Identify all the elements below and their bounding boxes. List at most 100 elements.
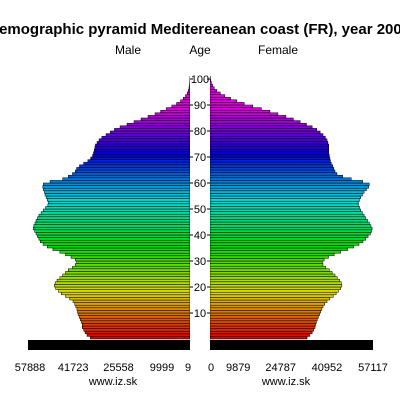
male-bar: [96, 141, 191, 145]
male-bar: [75, 263, 191, 267]
male-bar: [38, 213, 191, 218]
male-bar: [72, 172, 191, 176]
male-bar: [92, 154, 191, 158]
male-bar: [95, 143, 191, 147]
male-bar: [183, 96, 191, 101]
female-bar: [209, 229, 372, 233]
male-bar: [49, 180, 191, 184]
age-tick-label: 40: [194, 230, 206, 242]
male-bar: [171, 104, 191, 108]
female-bar: [209, 172, 338, 176]
male-bar: [43, 182, 191, 186]
female-bar: [209, 315, 319, 319]
female-bar: [209, 320, 317, 324]
female-bar: [209, 96, 231, 101]
female-bar: [209, 291, 337, 296]
male-bar: [76, 167, 191, 171]
female-bar: [209, 239, 364, 244]
male-bar: [47, 203, 191, 207]
male-bar: [72, 299, 191, 303]
chart-title: demographic pyramid Meditereanean coast …: [0, 21, 400, 38]
male-bar: [61, 291, 191, 296]
female-bar: [209, 245, 355, 249]
female-bar: [209, 190, 365, 194]
female-bar: [209, 289, 339, 293]
female-bar: [209, 78, 211, 82]
female-bar: [209, 138, 328, 142]
male-bar: [80, 317, 191, 322]
male-bar: [62, 273, 191, 277]
female-bar: [209, 284, 343, 288]
female-bar: [209, 128, 317, 132]
male-bar: [59, 276, 191, 280]
age-tick-label: 70: [194, 152, 206, 164]
male-bar: [165, 107, 191, 111]
female-bar: [209, 91, 221, 95]
female-bar: [209, 310, 321, 314]
female-bar: [209, 260, 323, 264]
male-bar: [79, 164, 191, 168]
female-bar: [209, 148, 329, 153]
male-bar: [40, 239, 191, 244]
male-bar: [75, 169, 191, 173]
female-bar: [209, 203, 359, 207]
male-bar: [52, 247, 191, 251]
female-bar: [209, 206, 360, 210]
age-tick-label: 50: [194, 204, 206, 216]
male-bar: [133, 120, 191, 124]
x-tick-labels: 57888 41723 25558 9999 9 0 9879 24787 40952 57117: [15, 362, 388, 374]
female-bar: [209, 187, 367, 192]
male-bar: [81, 320, 191, 324]
male-bar: [76, 260, 191, 264]
male-bar: [47, 245, 191, 249]
male-bar: [126, 122, 191, 127]
female-bar: [209, 250, 341, 254]
female-bar: [209, 81, 212, 85]
male-bar: [105, 133, 191, 137]
female-bar: [209, 102, 245, 106]
male-bar: [74, 302, 191, 306]
female-bar: [209, 122, 307, 127]
age-tick-label: 30: [194, 256, 206, 268]
female-bar: [209, 299, 328, 303]
female-bar: [209, 174, 343, 179]
male-bar: [86, 333, 191, 337]
female-bar: [209, 117, 294, 121]
male-header: Male: [115, 43, 141, 57]
female-bar: [209, 286, 341, 290]
age-tick-label: 60: [194, 178, 206, 190]
male-bar: [43, 187, 191, 192]
male-bar: [38, 237, 191, 241]
female-bar: [209, 281, 342, 285]
male-bar: [75, 304, 191, 309]
male-bar: [42, 242, 191, 246]
male-bar: [90, 156, 191, 160]
male-bar: [77, 312, 191, 316]
male-bar: [77, 310, 191, 314]
female-bar: [209, 135, 326, 140]
male-bar: [101, 135, 191, 140]
male-bar: [69, 297, 191, 301]
female-bar: [209, 193, 363, 197]
male-x-tick-label: 57888: [15, 362, 46, 374]
female-bar: [209, 180, 363, 184]
male-bar: [114, 128, 191, 132]
male-bar: [37, 234, 191, 238]
age-tick-marks: [190, 78, 210, 314]
male-bar: [78, 315, 191, 319]
male-bar: [43, 208, 191, 212]
male-x-tick-label: 9999: [150, 362, 174, 374]
male-bar: [83, 161, 191, 166]
female-bar: [209, 252, 335, 257]
male-bar: [70, 255, 191, 259]
female-bar: [209, 154, 330, 158]
male-bar: [40, 211, 191, 215]
female-bar: [209, 185, 369, 189]
female-bar: [209, 143, 329, 147]
male-bar: [160, 109, 191, 114]
male-bar: [109, 130, 191, 134]
male-bar: [140, 117, 191, 121]
male-bar: [34, 229, 191, 233]
female-bar: [209, 336, 308, 340]
female-bar: [209, 265, 326, 270]
